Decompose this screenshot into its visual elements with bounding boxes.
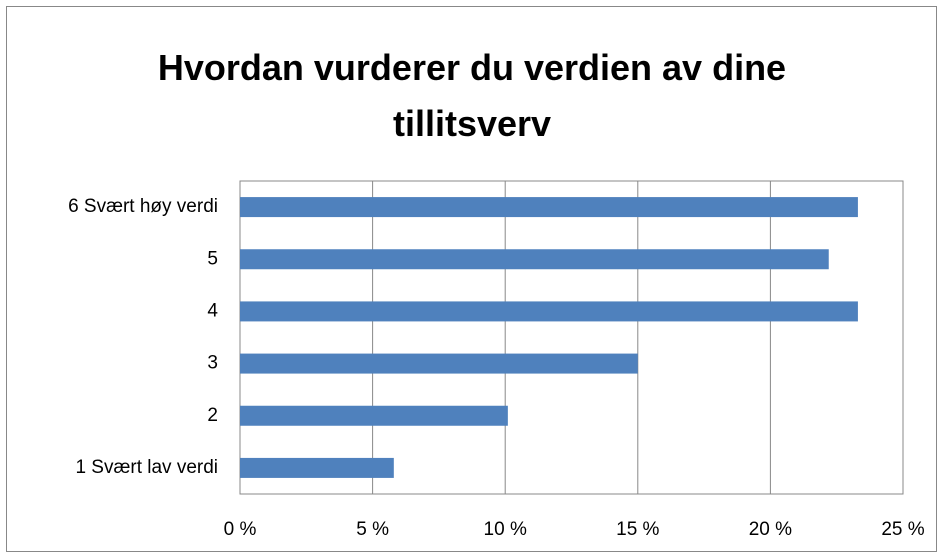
- y-tick-label: 4: [207, 300, 218, 321]
- y-tick-label: 6 Svært høy verdi: [68, 196, 218, 217]
- y-tick-label: 1 Svært lav verdi: [75, 457, 218, 478]
- x-tick-label: 25 %: [881, 519, 924, 540]
- y-tick-label: 3: [207, 353, 218, 374]
- bar: [240, 353, 638, 374]
- x-tick-label: 20 %: [749, 519, 792, 540]
- bar: [240, 405, 508, 426]
- bar: [240, 301, 858, 322]
- chart-title: Hvordan vurderer du verdien av dine till…: [157, 47, 787, 144]
- y-tick-label: 5: [207, 248, 218, 269]
- x-tick-label: 10 %: [484, 519, 527, 540]
- plot-border: [239, 180, 904, 495]
- y-tick-label: 2: [207, 405, 218, 426]
- x-tick-label: 15 %: [616, 519, 659, 540]
- x-tick-label: 5 %: [356, 519, 389, 540]
- bar: [240, 457, 394, 478]
- bar: [240, 197, 858, 218]
- x-tick-label: 0 %: [224, 519, 257, 540]
- chart-border: [6, 6, 937, 552]
- bar: [240, 249, 829, 270]
